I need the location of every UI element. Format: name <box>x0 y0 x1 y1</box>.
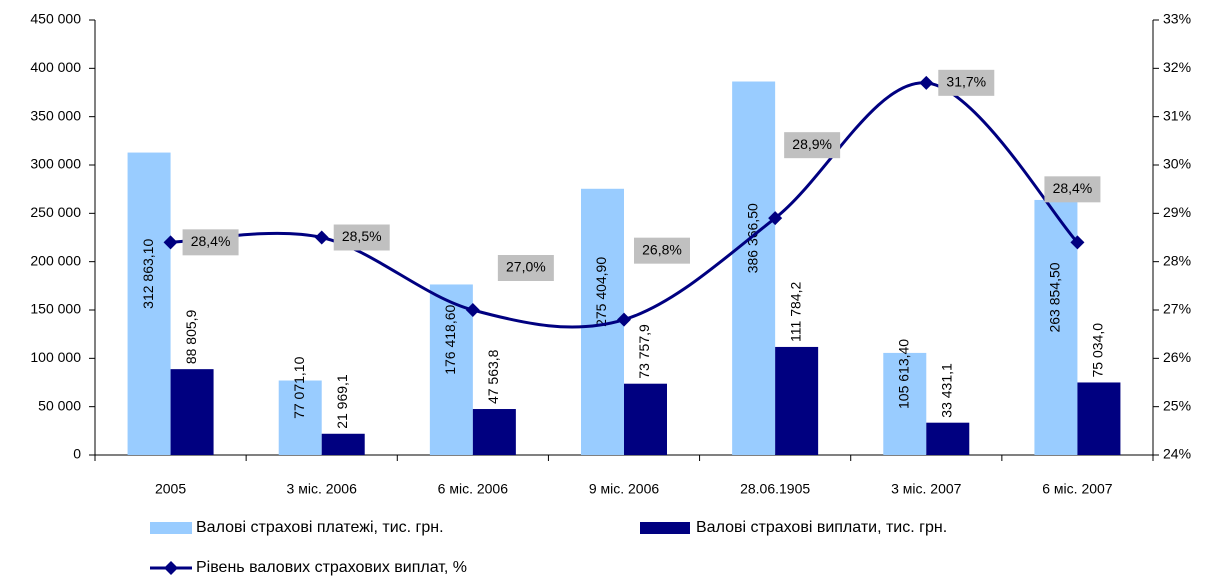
data-label: 28,5% <box>342 228 382 244</box>
data-label: 28,4% <box>191 233 231 249</box>
marker <box>919 75 934 90</box>
bar <box>429 284 473 455</box>
legend-marker <box>164 561 178 575</box>
data-label: 27,0% <box>506 259 546 275</box>
y2-tick-label: 33% <box>1163 11 1191 27</box>
data-label: 75 034,0 <box>1090 323 1106 378</box>
legend-label: Валові страхові платежі, тис. грн. <box>196 519 444 536</box>
bar <box>1034 199 1078 455</box>
data-label: 31,7% <box>946 74 986 90</box>
x-tick-label: 3 міс. 2006 <box>287 481 358 497</box>
data-label-box <box>497 255 554 281</box>
y2-tick-label: 25% <box>1163 397 1191 413</box>
y-tick-label: 0 <box>73 446 81 462</box>
marker <box>163 235 178 250</box>
data-label: 111 784,2 <box>787 282 803 342</box>
marker <box>768 211 783 226</box>
bar <box>775 346 819 455</box>
y2-tick-label: 31% <box>1163 107 1191 123</box>
x-tick-label: 28.06.1905 <box>740 481 810 497</box>
y-tick-label: 450 000 <box>30 11 81 27</box>
data-label: 73 757,9 <box>636 324 652 379</box>
bar <box>278 380 322 455</box>
y-tick-label: 150 000 <box>30 301 81 317</box>
bar <box>472 409 516 455</box>
data-label: 176 418,60 <box>442 304 458 374</box>
y-tick-label: 400 000 <box>30 59 81 75</box>
bar <box>321 433 365 455</box>
y-tick-label: 100 000 <box>30 349 81 365</box>
data-label: 47 563,8 <box>485 349 501 404</box>
y-tick-label: 350 000 <box>30 107 81 123</box>
data-label: 77 071,10 <box>291 356 307 418</box>
data-label: 263 854,50 <box>1047 262 1063 332</box>
data-label-box <box>1044 176 1101 203</box>
legend-swatch <box>640 522 690 534</box>
data-label-box <box>784 132 841 159</box>
x-tick-label: 2005 <box>155 481 186 497</box>
y-tick-label: 50 000 <box>38 397 81 413</box>
bar <box>170 369 214 455</box>
bar <box>926 422 970 455</box>
marker <box>314 230 329 245</box>
x-tick-label: 6 міс. 2007 <box>1042 481 1113 497</box>
x-tick-label: 3 міс. 2007 <box>891 481 962 497</box>
data-label: 275 404,90 <box>593 257 609 327</box>
x-tick-label: 6 міс. 2006 <box>438 481 509 497</box>
y2-tick-label: 24% <box>1163 446 1191 462</box>
data-label-box <box>333 224 390 251</box>
y2-tick-label: 28% <box>1163 252 1191 268</box>
data-label: 312 863,10 <box>140 239 156 309</box>
bar <box>883 352 927 455</box>
legend-label: Рівень валових страхових виплат, % <box>196 559 467 576</box>
y2-tick-label: 29% <box>1163 204 1191 220</box>
data-label-box <box>938 69 995 96</box>
legend-label: Валові страхові виплати, тис. грн. <box>696 519 947 536</box>
bar <box>624 383 667 455</box>
x-tick-label: 9 міс. 2006 <box>589 481 660 497</box>
data-label: 28,9% <box>792 136 832 152</box>
data-label: 26,8% <box>642 241 682 257</box>
bar <box>1077 382 1121 455</box>
data-label: 33 431,1 <box>938 363 954 418</box>
data-label-box <box>634 237 690 264</box>
marker <box>1070 235 1085 250</box>
data-label: 88 805,9 <box>183 309 199 364</box>
marker <box>617 312 631 327</box>
y2-tick-label: 27% <box>1163 301 1191 317</box>
data-label: 21 969,1 <box>334 374 350 429</box>
data-label-box <box>182 229 239 256</box>
bar <box>127 152 171 455</box>
y2-tick-label: 32% <box>1163 59 1191 75</box>
marker <box>465 303 480 317</box>
y-tick-label: 300 000 <box>30 156 81 172</box>
bar <box>732 81 776 455</box>
data-label: 28,4% <box>1053 180 1093 196</box>
y2-tick-label: 26% <box>1163 349 1191 365</box>
data-label: 105 613,40 <box>895 339 911 409</box>
y-tick-label: 200 000 <box>30 252 81 268</box>
legend-swatch <box>150 522 192 534</box>
y2-tick-label: 30% <box>1163 156 1191 172</box>
y-tick-label: 250 000 <box>30 204 81 220</box>
